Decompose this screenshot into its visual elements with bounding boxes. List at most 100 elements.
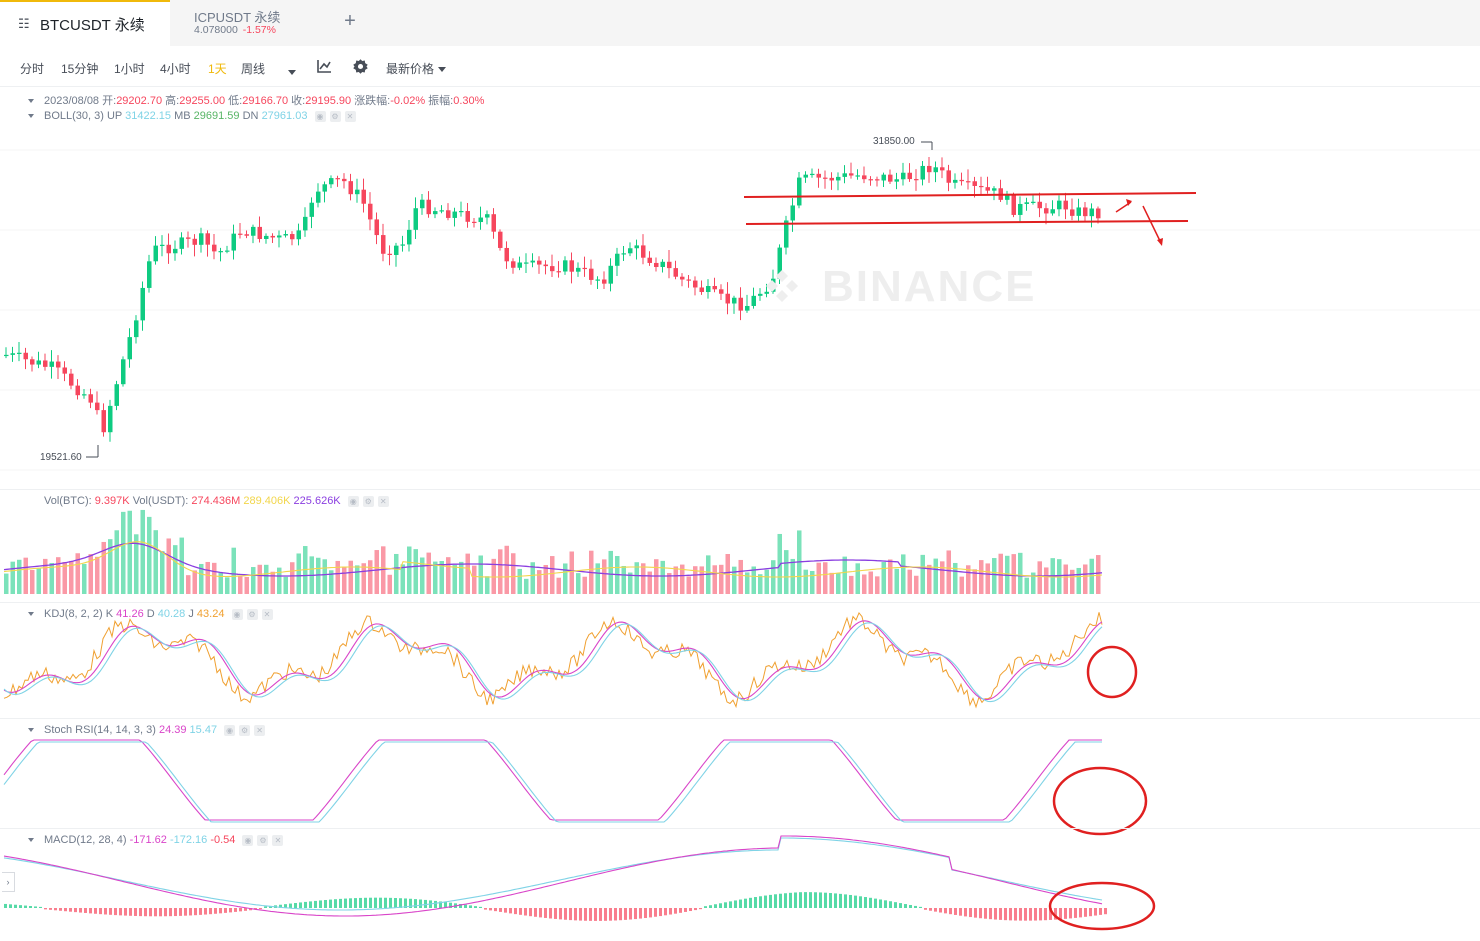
- plus-icon[interactable]: +: [344, 10, 356, 32]
- macd-histogram-bar: [824, 892, 827, 908]
- volume-bar: [992, 558, 997, 594]
- close-icon[interactable]: ✕: [261, 608, 273, 620]
- macd-histogram-bar: [984, 908, 987, 919]
- macd-histogram-bar: [174, 908, 177, 917]
- macd-histogram-bar: [559, 908, 562, 920]
- open-value: 29202.70: [116, 95, 163, 107]
- volume-bar: [4, 573, 9, 594]
- candle-body: [836, 176, 841, 181]
- amplitude-label: 振幅:: [428, 95, 454, 107]
- settings-icon[interactable]: ⚙: [362, 495, 374, 507]
- volume-bar: [43, 558, 48, 594]
- interval-1w[interactable]: 周线: [241, 62, 266, 76]
- tab-btcusdt[interactable]: ☷ BTCUSDT 永续: [0, 0, 170, 46]
- boll-legend: BOLL(30, 3) UP 31422.15 MB 29691.59 DN 2…: [28, 110, 356, 122]
- settings-icon[interactable]: ⚙: [239, 724, 251, 736]
- close-icon[interactable]: ✕: [272, 834, 284, 846]
- eye-icon[interactable]: ◉: [224, 724, 236, 736]
- boll-mb-label: MB: [174, 110, 191, 122]
- candle-body: [985, 187, 990, 191]
- vol-btc-label: Vol(BTC):: [44, 495, 92, 507]
- eye-icon[interactable]: ◉: [242, 834, 254, 846]
- candle-body: [329, 178, 334, 185]
- macd-histogram-bar: [694, 908, 697, 911]
- macd-histogram-bar: [404, 898, 407, 908]
- list-icon[interactable]: ☷: [18, 16, 30, 31]
- candle-body: [433, 211, 438, 215]
- interval-1d[interactable]: 1天: [208, 62, 227, 76]
- volume-bar: [517, 568, 522, 594]
- collapse-chevron-icon[interactable]: [28, 114, 34, 119]
- volume-bar: [829, 572, 834, 594]
- tab-bar: ☷ BTCUSDT 永续 ICPUSDT 永续 4.078000 -1.57% …: [0, 0, 1480, 46]
- close-icon[interactable]: ✕: [344, 110, 356, 122]
- candle-body: [270, 235, 275, 238]
- macd-legend: MACD(12, 28, 4) -171.62 -172.16 -0.54 ◉ ⚙…: [28, 834, 284, 846]
- candle-body: [309, 202, 314, 217]
- close-icon[interactable]: ✕: [377, 495, 389, 507]
- interval-15m[interactable]: 15分钟: [61, 62, 99, 76]
- collapse-chevron-icon[interactable]: [28, 99, 34, 104]
- macd-histogram-bar: [509, 908, 512, 914]
- settings-icon[interactable]: ⚙: [257, 834, 269, 846]
- kdj-k-label: K: [105, 608, 114, 620]
- annotation-down-arrow: [1142, 205, 1162, 244]
- macd-histogram-bar: [344, 898, 347, 908]
- macd-histogram-bar: [434, 900, 437, 908]
- macd-histogram-bar: [514, 908, 517, 915]
- eye-icon[interactable]: ◉: [231, 608, 243, 620]
- eye-icon[interactable]: ◉: [314, 110, 326, 122]
- candle-body: [660, 261, 665, 268]
- candle-body: [712, 286, 717, 290]
- settings-icon[interactable]: ⚙: [246, 608, 258, 620]
- interval-4h[interactable]: 4小时: [160, 62, 191, 76]
- macd-histogram-bar: [834, 893, 837, 908]
- indicator-icon[interactable]: [316, 58, 332, 77]
- macd-histogram-bar: [954, 908, 957, 915]
- eye-icon[interactable]: ◉: [347, 495, 359, 507]
- volume-bar: [966, 565, 971, 594]
- macd-histogram-bar: [1059, 908, 1062, 920]
- volume-ma-line: [3, 541, 1103, 578]
- settings-icon[interactable]: ⚙: [329, 110, 341, 122]
- volume-bar: [69, 560, 74, 594]
- annotation-support-line: [745, 220, 1189, 225]
- volume-bar: [290, 562, 295, 594]
- macd-histogram-bar: [419, 899, 422, 908]
- collapse-chevron-icon[interactable]: [28, 728, 34, 733]
- macd-histogram-bar: [209, 908, 212, 915]
- candle-body: [322, 184, 327, 192]
- more-intervals-chevron-down-icon[interactable]: [284, 65, 296, 79]
- macd-histogram-bar: [169, 908, 172, 917]
- collapse-chevron-icon[interactable]: [28, 612, 34, 617]
- price-type-label: 最新价格: [386, 62, 435, 76]
- macd-histogram-bar: [144, 908, 147, 917]
- tab-icpusdt[interactable]: ICPUSDT 永续 4.078000 -1.57%: [178, 0, 318, 46]
- candle-body: [387, 253, 392, 255]
- candle-body: [1050, 209, 1055, 214]
- volume-bar: [439, 561, 444, 594]
- expand-panel-chevron-icon[interactable]: ›: [2, 872, 15, 892]
- candle-body: [199, 233, 204, 245]
- volume-bar: [75, 553, 80, 594]
- price-type-select[interactable]: 最新价格: [386, 60, 447, 77]
- interval-1h[interactable]: 1小时: [114, 62, 145, 76]
- collapse-chevron-icon[interactable]: [28, 838, 34, 843]
- macd-histogram-bar: [654, 908, 657, 917]
- volume-bar: [946, 550, 951, 594]
- macd-histogram-bar: [349, 898, 352, 908]
- macd-histogram-bar: [774, 894, 777, 908]
- macd-histogram-bar: [499, 908, 502, 912]
- macd-histogram-bar: [699, 908, 702, 910]
- volume-bar: [979, 560, 984, 594]
- candle-body: [810, 173, 815, 176]
- gear-icon[interactable]: [352, 58, 369, 78]
- annotation-resistance-line: [743, 192, 1197, 198]
- interval-1m[interactable]: 分时: [20, 62, 45, 76]
- candle-body: [628, 248, 633, 254]
- candle-body: [1070, 209, 1075, 216]
- close-icon[interactable]: ✕: [254, 724, 266, 736]
- volume-bar: [394, 553, 399, 594]
- volume-bar: [498, 549, 503, 594]
